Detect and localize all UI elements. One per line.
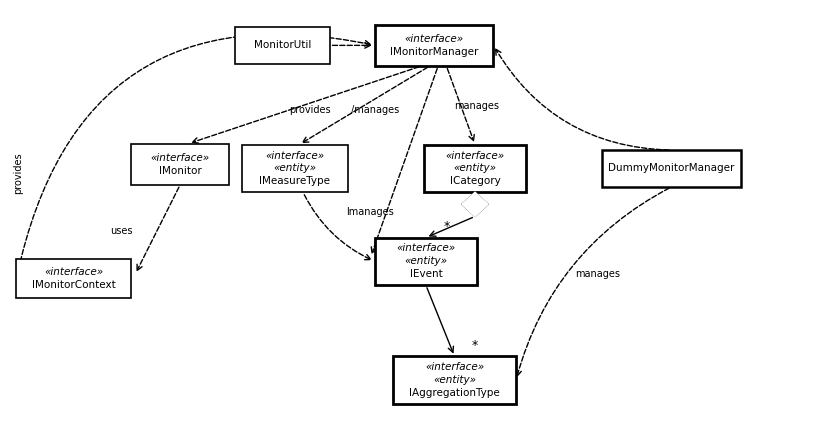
Text: «interface»: «interface»: [265, 150, 324, 161]
Text: provides: provides: [289, 105, 330, 115]
FancyBboxPatch shape: [424, 145, 526, 192]
FancyBboxPatch shape: [375, 238, 477, 285]
Text: IMonitorManager: IMonitorManager: [390, 47, 478, 57]
Text: «interface»: «interface»: [396, 243, 455, 254]
Text: «entity»: «entity»: [274, 163, 316, 174]
Text: manages: manages: [576, 269, 620, 280]
Text: «interface»: «interface»: [446, 150, 505, 161]
Text: IEvent: IEvent: [410, 269, 442, 280]
Text: uses: uses: [110, 226, 133, 236]
Text: «interface»: «interface»: [425, 362, 484, 372]
Text: ICategory: ICategory: [450, 176, 500, 187]
Text: lmanages: lmanages: [346, 206, 394, 217]
FancyBboxPatch shape: [236, 27, 329, 64]
Text: «interface»: «interface»: [405, 34, 464, 44]
FancyBboxPatch shape: [242, 145, 348, 192]
Text: IMeasureType: IMeasureType: [260, 176, 330, 187]
FancyBboxPatch shape: [602, 150, 741, 187]
Text: IMonitorContext: IMonitorContext: [32, 280, 115, 290]
Text: DummyMonitorManager: DummyMonitorManager: [609, 163, 735, 174]
Text: manages: manages: [455, 101, 499, 111]
FancyBboxPatch shape: [131, 143, 229, 185]
Text: IMonitor: IMonitor: [159, 165, 201, 176]
Text: IAggregationType: IAggregationType: [410, 388, 500, 398]
FancyBboxPatch shape: [16, 259, 131, 298]
Text: «entity»: «entity»: [405, 256, 447, 267]
FancyBboxPatch shape: [393, 356, 516, 404]
Text: *: *: [472, 339, 478, 352]
Text: «interface»: «interface»: [151, 152, 210, 163]
Text: «entity»: «entity»: [454, 163, 496, 174]
Text: «entity»: «entity»: [433, 375, 476, 385]
Text: /manages: /manages: [351, 105, 399, 115]
FancyBboxPatch shape: [375, 25, 493, 66]
Text: MonitorUtil: MonitorUtil: [254, 40, 311, 51]
Text: provides: provides: [13, 152, 23, 194]
Text: *: *: [443, 220, 450, 233]
Polygon shape: [462, 192, 488, 216]
Text: «interface»: «interface»: [44, 267, 103, 277]
